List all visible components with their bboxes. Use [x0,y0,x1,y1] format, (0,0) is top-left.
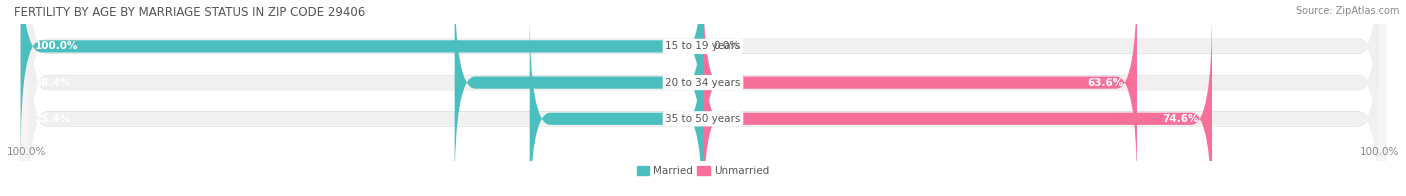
Text: 100.0%: 100.0% [34,41,77,51]
Text: 74.6%: 74.6% [1161,114,1198,124]
FancyBboxPatch shape [21,0,1385,191]
FancyBboxPatch shape [21,0,1385,196]
Text: 20 to 34 years: 20 to 34 years [665,78,741,88]
FancyBboxPatch shape [530,11,703,196]
Text: Source: ZipAtlas.com: Source: ZipAtlas.com [1295,6,1399,16]
FancyBboxPatch shape [21,0,1385,191]
FancyBboxPatch shape [28,11,1378,196]
FancyBboxPatch shape [28,0,1378,191]
FancyBboxPatch shape [21,0,1385,196]
Legend: Married, Unmarried: Married, Unmarried [633,162,773,180]
FancyBboxPatch shape [21,0,1385,196]
Text: 35 to 50 years: 35 to 50 years [665,114,741,124]
Text: 15 to 19 years: 15 to 19 years [665,41,741,51]
Text: 0.0%: 0.0% [713,41,740,51]
Text: 63.6%: 63.6% [1087,78,1123,88]
FancyBboxPatch shape [21,0,1385,196]
Text: 25.4%: 25.4% [34,114,70,124]
FancyBboxPatch shape [454,0,703,191]
Text: 100.0%: 100.0% [1360,147,1399,157]
FancyBboxPatch shape [703,0,1137,191]
FancyBboxPatch shape [21,0,703,155]
Text: 36.4%: 36.4% [34,78,70,88]
Text: 100.0%: 100.0% [7,147,46,157]
FancyBboxPatch shape [703,11,1212,196]
FancyBboxPatch shape [28,0,1378,155]
Text: FERTILITY BY AGE BY MARRIAGE STATUS IN ZIP CODE 29406: FERTILITY BY AGE BY MARRIAGE STATUS IN Z… [14,6,366,19]
